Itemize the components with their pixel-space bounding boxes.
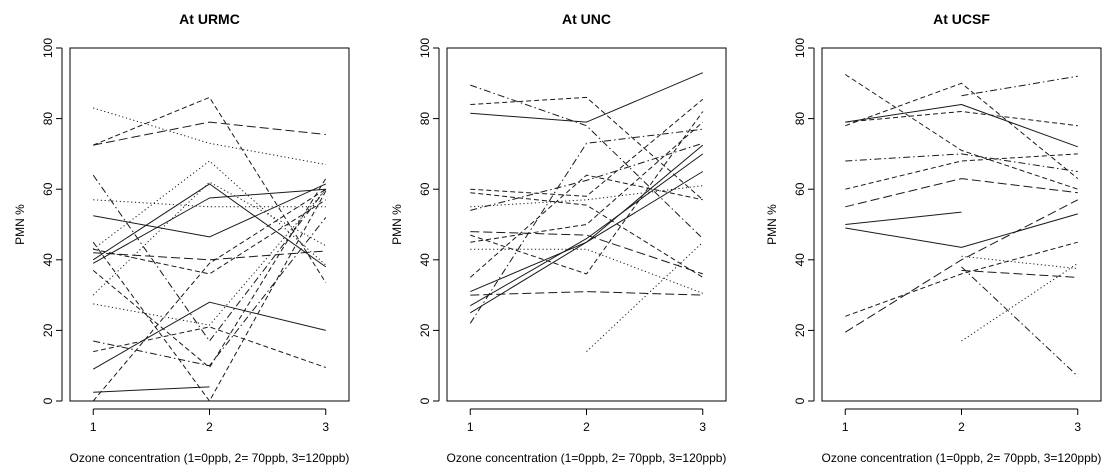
x-tick-label: 3: [322, 420, 329, 434]
y-tick-label: 60: [793, 182, 807, 196]
y-tick-label: 40: [41, 253, 55, 267]
x-tick-label: 2: [958, 420, 965, 434]
plot-frame: [821, 47, 1102, 402]
series-line-14: [470, 153, 704, 307]
x-tick-label: 1: [842, 420, 849, 434]
y-tick-label: 20: [793, 323, 807, 337]
chart-title: At URMC: [179, 11, 240, 27]
series-line-1: [470, 84, 704, 239]
series-line-13: [845, 241, 1078, 317]
series-line-11: [961, 255, 1078, 270]
y-tick-label: 100: [41, 38, 55, 58]
x-axis-label: Ozone concentration (1=0ppb, 2= 70ppb, 3…: [822, 451, 1102, 465]
series-line-6: [845, 153, 1078, 172]
y-tick-label: 0: [418, 397, 432, 404]
series-line-14: [845, 199, 1079, 333]
series-line-9: [470, 248, 703, 294]
series-line-6: [470, 185, 703, 208]
y-tick-label: 0: [793, 397, 807, 404]
series-line-18: [470, 192, 704, 278]
series-line-7: [470, 231, 703, 275]
panel-ucsf: At UCSF 0 20 40 60 80 100 1 2 3 Ozone concentratio…: [765, 11, 1102, 465]
series-line-7: [92, 160, 327, 266]
panel-unc: At UNC 0 20 40 60 80 100 1 2 3 Ozone concentration…: [390, 11, 727, 465]
series-line-11: [469, 174, 703, 278]
series-line-9: [845, 211, 962, 225]
x-tick-label: 2: [206, 420, 213, 434]
series-line-8: [93, 199, 327, 275]
series-line-10: [470, 111, 704, 275]
series-line-14: [93, 188, 327, 326]
series-line-5: [470, 142, 703, 211]
chart-title: At UNC: [562, 11, 611, 27]
y-axis-label: PMN %: [765, 204, 779, 245]
series-line-8: [845, 178, 1078, 208]
series-line-2: [845, 104, 1078, 148]
y-tick-label: 80: [418, 112, 432, 126]
y-tick-label: 60: [41, 182, 55, 196]
series-line-12: [961, 269, 1078, 278]
series-line-4: [961, 75, 1078, 97]
series-line-16: [961, 262, 1079, 342]
series-line-3: [845, 111, 1078, 127]
x-tick-label: 1: [90, 420, 97, 434]
x-tick-label: 3: [699, 420, 706, 434]
series-line-13: [92, 181, 327, 296]
x-tick-label: 3: [1074, 420, 1081, 434]
series-line-15: [961, 266, 1079, 377]
y-tick-label: 20: [418, 323, 432, 337]
x-tick-label: 1: [467, 420, 474, 434]
y-axis-label: PMN %: [13, 204, 27, 245]
series-line-10: [845, 213, 1078, 248]
y-tick-label: 100: [793, 38, 807, 58]
series-line-17: [92, 301, 326, 370]
series-line-8: [470, 121, 704, 243]
series-line-2: [93, 107, 326, 165]
y-tick-label: 80: [41, 112, 55, 126]
series-line-3: [93, 96, 327, 283]
x-axis-label: Ozone concentration (1=0ppb, 2= 70ppb, 3…: [447, 451, 727, 465]
series-line-17: [586, 241, 704, 352]
x-axis-label: Ozone concentration (1=0ppb, 2= 70ppb, 3…: [70, 451, 350, 465]
series-line-15: [93, 217, 327, 367]
chart-title: At UCSF: [933, 11, 990, 27]
series-line-9: [93, 250, 326, 261]
series-line-19: [92, 190, 327, 402]
series-line-16: [469, 128, 703, 324]
y-tick-label: 0: [41, 397, 55, 404]
series-line-12: [92, 178, 327, 368]
y-tick-label: 20: [41, 323, 55, 337]
series-line-3: [470, 72, 703, 123]
series-line-1: [845, 74, 1078, 190]
x-tick-label: 2: [583, 420, 590, 434]
series-line-16: [93, 326, 326, 368]
series-line-5: [93, 199, 326, 208]
series-line-11: [92, 188, 326, 264]
series-line-5: [845, 82, 1079, 179]
series-line-4: [470, 98, 704, 197]
series-line-18: [92, 188, 327, 402]
y-tick-label: 40: [793, 253, 807, 267]
series-line-20: [93, 386, 210, 393]
series-line-2: [470, 96, 704, 201]
series-line-6: [93, 183, 327, 238]
plot-frame: [446, 47, 727, 402]
y-tick-label: 60: [418, 182, 432, 196]
y-tick-label: 100: [418, 38, 432, 58]
series-line-15: [470, 171, 704, 314]
y-tick-label: 80: [793, 112, 807, 126]
y-tick-label: 40: [418, 253, 432, 267]
series-line-10: [92, 183, 327, 268]
y-axis-label: PMN %: [390, 204, 404, 245]
series-line-1: [93, 121, 326, 146]
panel-urmc: At URMC 0 20 40 60 80 100 1 2 3 Ozone concentratio…: [13, 11, 350, 465]
